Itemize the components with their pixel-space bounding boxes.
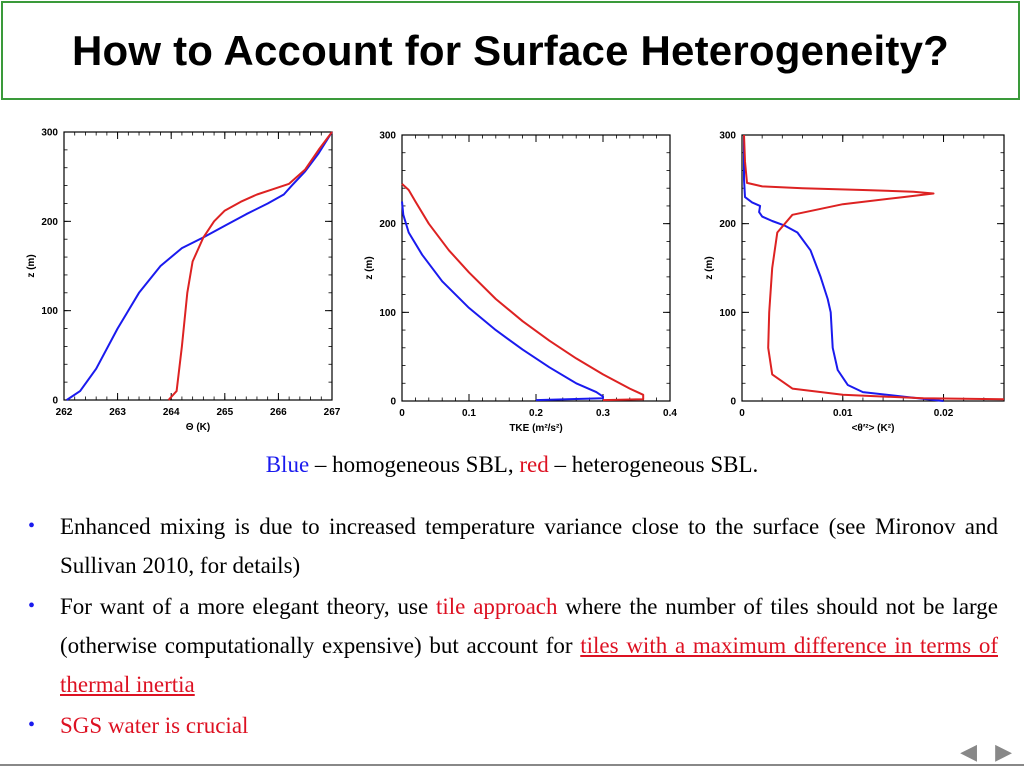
charts-row: 262 263 264 265 266 267 0 100 200 300 Θ (K) z (m) 0… <box>0 120 1024 450</box>
bullet-list: • Enhanced mixing is due to increased tem… <box>28 507 998 747</box>
series-line-red <box>167 131 333 401</box>
x-tick-label: 265 <box>216 407 233 418</box>
y-axis-label: z (m) <box>364 256 375 279</box>
chart-temperature-variance: 0 0.01 0.02 0 100 200 300 <θ′²> (K²) z (m) <box>696 120 1016 450</box>
bullet-dot: • <box>28 515 36 537</box>
bullet-text: Enhanced mixing is due to increased temp… <box>60 514 998 578</box>
x-tick-label: 264 <box>163 407 180 418</box>
x-axis-label: TKE (m²/s²) <box>509 423 562 434</box>
x-tick-label: 0.4 <box>663 408 677 419</box>
chart-svg: 0 0.1 0.2 0.3 0.4 0 100 200 300 TKE (m²/s²) z (m) <box>364 131 677 435</box>
y-tick-label: 200 <box>41 217 58 228</box>
chart-svg: 262 263 264 265 266 267 0 100 200 300 Θ (K) z (m) <box>26 128 341 434</box>
caption-red-word: red <box>519 452 549 477</box>
y-axis-label: z (m) <box>704 256 715 279</box>
y-tick-label: 300 <box>719 131 736 142</box>
bullet-text: tile approach <box>436 594 558 619</box>
plot-frame <box>741 134 1005 402</box>
plot-frame <box>63 131 333 401</box>
y-tick-label: 300 <box>41 128 58 139</box>
y-tick-label: 200 <box>379 219 396 230</box>
y-tick-label: 100 <box>41 306 58 317</box>
page-title: How to Account for Surface Heterogeneity… <box>71 26 950 74</box>
y-axis-label: z (m) <box>26 254 37 277</box>
x-tick-label: 0.01 <box>833 408 853 419</box>
x-tick-label: 263 <box>109 407 126 418</box>
chart-svg: 0 0.01 0.02 0 100 200 300 <θ′²> (K²) z (m) <box>704 131 1005 434</box>
x-tick-label: 0 <box>739 408 745 419</box>
y-tick-label: 0 <box>730 397 736 408</box>
chart-tke: 0 0.1 0.2 0.3 0.4 0 100 200 300 TKE (m²/s²) z (m) <box>358 120 688 450</box>
previous-slide-icon[interactable]: ◀ <box>960 740 978 765</box>
next-slide-icon[interactable]: ▶ <box>995 740 1012 765</box>
bullet-text: where the number of tiles should not be … <box>60 594 998 658</box>
series-line-red <box>743 134 1005 401</box>
x-axis-label: Θ (K) <box>186 422 210 433</box>
bullet-dot: • <box>28 595 36 617</box>
slide-navigation: ◀ ▶ <box>960 740 1012 765</box>
figure-caption: Blue – homogeneous SBL, red – heterogene… <box>0 452 1024 478</box>
x-tick-label: 0.02 <box>934 408 954 419</box>
x-tick-label: 262 <box>56 407 73 418</box>
caption-part1: – homogeneous SBL, <box>309 452 520 477</box>
x-tick-label: 0 <box>399 408 405 419</box>
bullet-item: • For want of a more elegant theory, use … <box>28 587 998 704</box>
series-line-blue <box>66 131 333 401</box>
bullet-item: • SGS water is crucial <box>28 706 998 745</box>
y-tick-label: 100 <box>719 308 736 319</box>
bullet-dot: • <box>28 714 36 736</box>
caption-part2: – heterogeneous SBL. <box>548 452 759 477</box>
x-tick-label: 0.1 <box>462 408 476 419</box>
bullet-text: For want of a more elegant theory, use <box>60 594 436 619</box>
y-tick-label: 300 <box>379 131 396 142</box>
series-line-blue <box>743 135 944 402</box>
x-axis-label: <θ′²> (K²) <box>852 423 895 434</box>
x-tick-label: 0.2 <box>529 408 543 419</box>
bullet-item: • Enhanced mixing is due to increased tem… <box>28 507 998 585</box>
title-box: How to Account for Surface Heterogeneity… <box>1 1 1020 100</box>
y-tick-label: 0 <box>390 397 396 408</box>
footer-divider <box>0 764 1024 766</box>
y-tick-label: 200 <box>719 219 736 230</box>
y-tick-label: 0 <box>52 396 58 407</box>
x-tick-label: 0.3 <box>596 408 610 419</box>
caption-blue-word: Blue <box>265 452 310 477</box>
x-tick-label: 266 <box>270 407 287 418</box>
series-line-red <box>401 183 645 402</box>
bullet-text: tiles with a maximum difference in terms… <box>60 633 998 697</box>
series-line-blue <box>401 201 604 402</box>
plot-frame <box>401 134 671 402</box>
x-tick-label: 267 <box>324 407 341 418</box>
y-tick-label: 100 <box>379 308 396 319</box>
bullet-text: SGS water is crucial <box>60 713 249 738</box>
chart-potential-temperature: 262 263 264 265 266 267 0 100 200 300 Θ (K) z (m) <box>22 120 352 445</box>
